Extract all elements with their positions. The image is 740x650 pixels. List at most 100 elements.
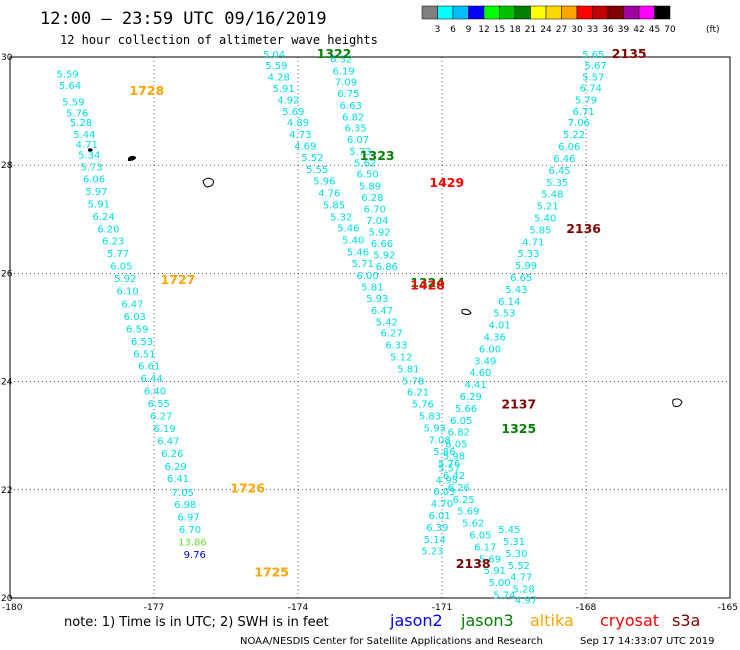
wave-height-label: 5.92: [368, 228, 390, 239]
wave-height-label: 6.63: [340, 101, 362, 112]
wave-height-label: 5.91: [88, 199, 110, 210]
wave-height-label: 5.89: [359, 182, 381, 193]
legend-swatch: [514, 5, 531, 20]
wave-height-label: 5.21: [536, 202, 558, 213]
legend-tick-label: 6: [450, 25, 456, 35]
wave-height-label: 4.36: [484, 332, 506, 343]
color-legend: 3 6 9 12 15 18 21 24 27 30 33 36 39 42 45 70: [421, 5, 676, 35]
wave-height-label: 6.19: [153, 424, 175, 435]
wave-height-label: 6.35: [344, 124, 366, 135]
wave-height-label: 4.69: [294, 142, 316, 153]
wave-height-label: 5.46: [337, 224, 359, 235]
y-tick-label: 22: [1, 486, 12, 496]
wave-height-label: 6.29: [164, 462, 186, 473]
wave-height-label: 6.20: [97, 224, 119, 235]
legend-tick-label: 36: [602, 25, 614, 35]
wave-height-label: 4.77: [510, 573, 532, 584]
wave-height-label: 5.00: [488, 578, 510, 589]
wave-height-label: 9.76: [184, 550, 206, 561]
wave-height-label: 6.71: [572, 107, 594, 118]
wave-height-label: 6.59: [126, 324, 148, 335]
wave-height-label: 5.48: [541, 190, 563, 201]
wave-height-label: 5.91: [272, 84, 294, 95]
wave-height-label: 6.05: [110, 262, 132, 273]
legend-tick-label: 30: [571, 25, 583, 35]
wave-height-label: 6.50: [356, 170, 378, 181]
y-tick-label: 28: [1, 161, 13, 171]
wave-height-label: 4.95: [436, 475, 458, 486]
wave-height-label: 5.42: [376, 317, 398, 328]
wave-height-label: 6.33: [385, 341, 407, 352]
wave-height-label: 5.59: [56, 70, 78, 81]
legend-tick-label: 12: [478, 25, 489, 35]
wave-height-label: 5.57: [438, 463, 460, 474]
legend-swatch: [607, 5, 624, 20]
pass-id-label: 1429: [429, 175, 464, 190]
x-tick-label: -171: [432, 603, 452, 613]
wave-height-label: 7.05: [172, 488, 194, 499]
wave-height-label: 5.69: [282, 107, 304, 118]
wave-height-label: 5.14: [424, 535, 446, 546]
wave-height-label: 6.23: [102, 237, 124, 248]
wave-height-label: 7.04: [366, 216, 388, 227]
wave-height-label: 5.55: [306, 165, 328, 176]
wave-height-label: 5.52: [301, 153, 323, 164]
plot-grid: [10, 57, 730, 598]
legend-swatch: [654, 5, 671, 20]
island-marker: [202, 177, 214, 188]
wave-height-label: 5.81: [361, 283, 383, 294]
pass-id-label: 2136: [566, 221, 601, 236]
wave-height-label: 5.40: [342, 236, 364, 247]
wave-height-label: 6.06: [558, 142, 580, 153]
island-marker: [461, 308, 472, 315]
wave-height-label: 5.78: [402, 376, 424, 387]
wave-height-label: 5.76: [66, 109, 88, 120]
legend-swatch: [592, 5, 609, 20]
wave-height-label: 5.28: [70, 118, 92, 129]
wave-height-label: 5.28: [512, 585, 534, 596]
wave-height-label: 4.71: [76, 140, 98, 151]
y-tick-label: 26: [1, 269, 13, 279]
wave-height-label: 5.97: [85, 187, 107, 198]
wave-height-label: 6.51: [133, 349, 155, 360]
wave-height-label: 5.98: [443, 452, 465, 463]
wave-height-label: 6.82: [342, 112, 364, 123]
wave-height-label: 5.32: [330, 212, 352, 223]
wave-height-label: 6.98: [174, 500, 196, 511]
wave-height-label: 5.79: [575, 96, 597, 107]
wave-height-label: 5.62: [354, 158, 376, 169]
y-tick-label: 24: [1, 378, 13, 388]
wave-height-label: 13.86: [178, 538, 207, 549]
wave-height-label: 6.44: [140, 374, 162, 385]
legend-swatch: [452, 5, 469, 20]
legend-swatch: [483, 5, 500, 20]
footer-note: note: 1) Time is in UTC; 2) SWH is in fe…: [64, 615, 329, 630]
wave-height-label: 5.76: [412, 400, 434, 411]
legend-tick-label: 39: [618, 25, 630, 35]
legend-swatch: [421, 5, 438, 20]
pass-id-label: 2135: [612, 46, 647, 61]
x-tick-label: -165: [718, 603, 738, 613]
pass-id-label: 2137: [501, 397, 536, 412]
wave-height-label: 6.19: [332, 66, 354, 77]
wave-height-label: 5.96: [313, 177, 335, 188]
y-tick-label: 20: [1, 594, 13, 604]
wave-height-label: 5.92: [114, 274, 136, 285]
wave-height-label: 5.64: [59, 81, 81, 92]
coastline-islands: [88, 148, 683, 407]
wave-height-label: 6.14: [498, 297, 520, 308]
wave-height-label: 6.53: [131, 337, 153, 348]
island-marker: [88, 148, 93, 152]
wave-height-label: 5.04: [263, 50, 285, 61]
wave-height-label: 5.74: [493, 591, 515, 602]
wave-height-label: 5.83: [419, 411, 441, 422]
pass-id-label: 1726: [230, 481, 265, 496]
wave-height-label: 5.99: [515, 261, 537, 272]
legend-tick-label: 18: [509, 25, 521, 35]
pass-id-label: 1323: [360, 148, 395, 163]
wave-height-label: 7.08: [428, 435, 450, 446]
wave-height-label: 4.28: [268, 72, 290, 83]
x-tick-label: -180: [2, 603, 23, 613]
wave-height-label: 6.47: [121, 299, 143, 310]
